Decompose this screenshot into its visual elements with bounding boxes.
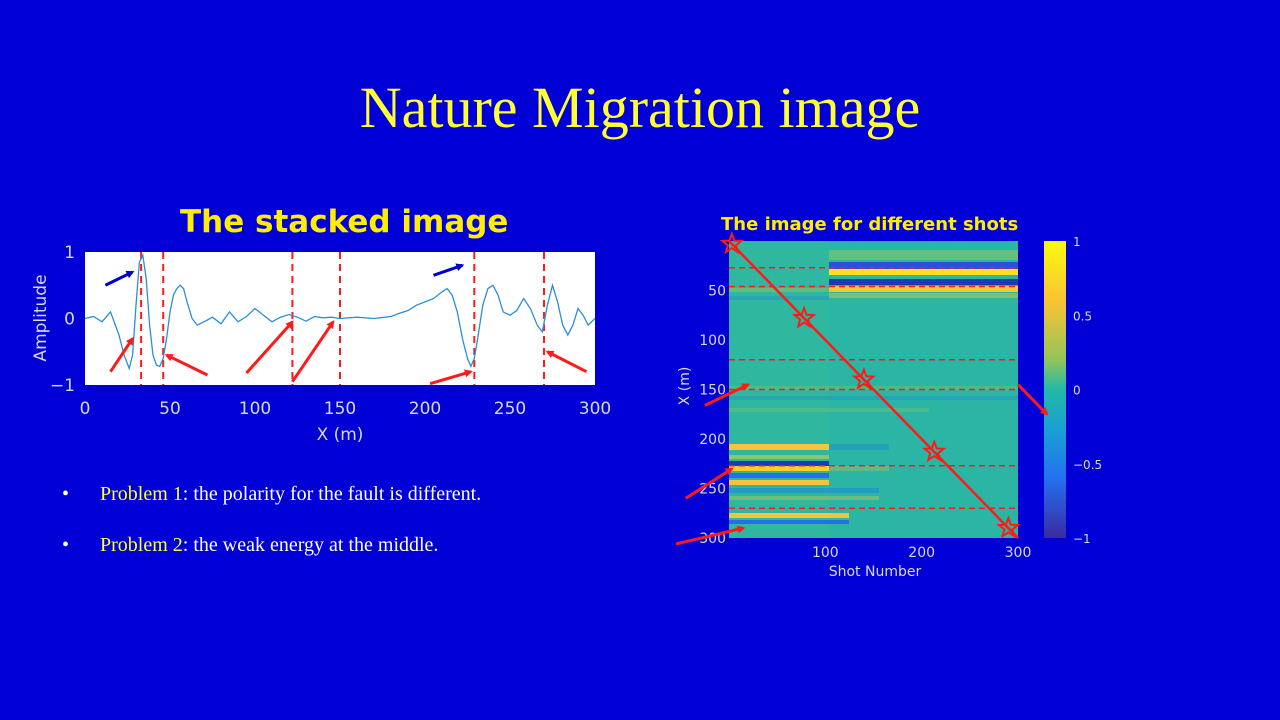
x-axis-label: X (m) [317,425,364,445]
heatmap-chart-title: The image for different shots [721,214,1019,235]
colorbar-tick-label: −0.5 [1073,458,1102,472]
bullet-dot: • [62,483,70,505]
stacked-image-chart: 0 50 100 150 200 250 300 −101 X (m) Amplitude [31,243,611,445]
colorbar-tick-label: −1 [1073,532,1091,546]
colorbar-tick-label: 0 [1073,384,1081,398]
y-tick-label: 200 [699,432,726,448]
red-arrow [1016,383,1049,416]
star-marker [996,515,1021,539]
x-tick-label: 300 [1005,545,1032,561]
y-tick-label: 50 [708,284,726,300]
colorbar [1044,241,1066,538]
colorbar-tick-label: 0.5 [1073,309,1092,323]
red-arrow [429,369,473,386]
x-tick-label: 250 [494,399,526,419]
y-tick-label: 250 [699,482,726,498]
x-tick-label: 300 [579,399,611,419]
y-axis-label: X (m) [677,367,693,406]
red-arrow [245,320,294,375]
x-tick-label: 200 [409,399,441,419]
bullet-text: : the polarity for the fault is differen… [182,483,482,505]
colorbar-tick-label: 1 [1073,235,1081,249]
y-tick-label: 150 [699,383,726,399]
x-tick-label: 100 [239,399,271,419]
bullet-highlight: Problem 2 [100,534,183,556]
x-tick-label: 100 [812,545,839,561]
red-arrow [164,353,209,377]
y-tick-label: 1 [64,243,75,263]
red-arrow [109,336,134,373]
stacked-chart-title: The stacked image [180,204,509,240]
y-tick-label: 100 [699,333,726,349]
y-tick-label: 0 [64,310,75,330]
diagonal-line [728,240,1019,539]
x-tick-label: 150 [324,399,356,419]
slide-title: Nature Migration image [359,75,921,140]
bullet-highlight: Problem 1 [100,483,183,505]
red-arrow [545,350,588,374]
y-axis-label: Amplitude [31,274,51,361]
blue-arrow [433,263,465,277]
bullet-problem-1: • Problem 1: the polarity for the fault i… [62,483,481,506]
x-tick-label: 200 [908,545,935,561]
bullet-problem-2: • Problem 2: the weak energy at the middl… [62,534,438,557]
red-arrow [291,320,335,383]
red-arrow [684,467,734,500]
red-arrow [675,525,746,546]
star-marker [851,366,877,391]
star-marker [719,231,745,255]
x-tick-label: 50 [159,399,181,419]
amplitude-trace [84,253,596,371]
bullet-dot: • [62,534,70,556]
x-tick-label: 0 [80,399,91,419]
star-marker [921,439,947,463]
red-arrow [704,383,751,407]
bullet-text: : the weak energy at the middle. [182,534,439,556]
star-marker [791,305,817,329]
x-axis-label: Shot Number [829,564,922,580]
blue-arrow [104,270,135,287]
y-tick-label: −1 [50,376,75,396]
